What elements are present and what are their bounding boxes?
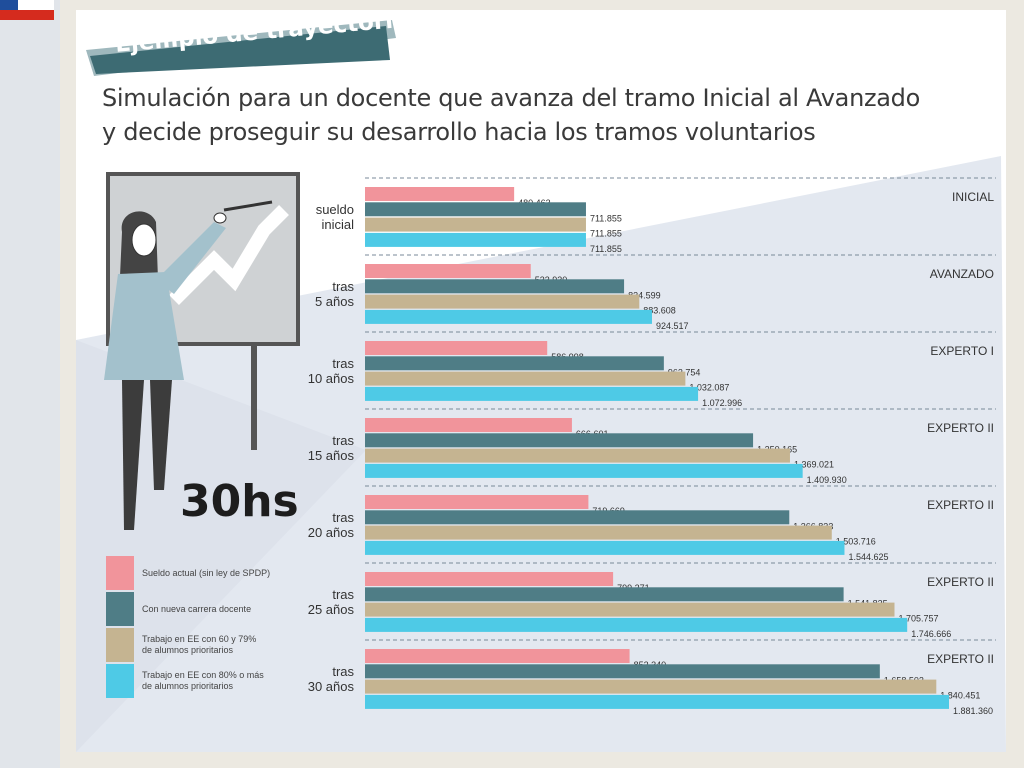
bar (365, 309, 652, 324)
bar (365, 694, 949, 709)
legend-label-3a: Trabajo en EE con 60 y 79% (142, 634, 257, 644)
group-label-line1: tras (332, 433, 354, 448)
legend-label-2: Con nueva carrera docente (142, 604, 252, 614)
bar (365, 341, 548, 355)
group-label-line1: tras (332, 664, 354, 679)
group-label-line2: inicial (321, 217, 354, 232)
group-label-line1: tras (332, 587, 354, 602)
group-label-line2: 20 años (308, 525, 355, 540)
bar (365, 540, 845, 555)
bar-value-label: 1.032.087 (689, 383, 729, 393)
bar (365, 371, 686, 386)
salary-bar-chart: sueldoinicialINICIAL480.463711.855711.85… (308, 177, 996, 716)
tramo-label: AVANZADO (930, 267, 994, 281)
bar-value-label: 711.855 (590, 229, 622, 239)
teacher-illustration (104, 172, 300, 530)
group-label-line2: 10 años (308, 371, 355, 386)
bar-value-label: 1.503.716 (836, 537, 876, 547)
legend-label-4b: de alumnos prioritarios (142, 681, 234, 691)
bar (365, 495, 589, 509)
bar (365, 679, 937, 694)
bar-value-label: 924.517 (656, 321, 689, 331)
bar (365, 664, 880, 679)
bar (365, 510, 790, 525)
bar (365, 217, 586, 232)
bar (365, 202, 586, 217)
left-sidebar-strip (0, 0, 60, 768)
legend-swatch-cyan (106, 664, 134, 698)
bar (365, 264, 531, 278)
bar (365, 433, 754, 448)
legend-label-3b: de alumnos prioritarios (142, 645, 234, 655)
legend-label-4a: Trabajo en EE con 80% o más (142, 670, 264, 680)
bar-value-label: 883.608 (643, 306, 676, 316)
bar-value-label: 1.705.757 (898, 614, 938, 624)
title-banner (86, 20, 396, 76)
group-label-line1: sueldo (316, 202, 354, 217)
bar-value-label: 834.599 (628, 290, 661, 300)
group-label-line2: 30 años (308, 679, 355, 694)
bar-value-label: 711.855 (590, 244, 622, 254)
bar-value-label: 1.544.625 (848, 552, 888, 562)
group-label-line2: 25 años (308, 602, 355, 617)
tramo-label: EXPERTO II (927, 421, 994, 435)
bar (365, 572, 614, 586)
subtitle-line-2: y decide proseguir su desarrollo hacia l… (102, 118, 816, 146)
group-label-line1: tras (332, 510, 354, 525)
bar (365, 232, 586, 247)
group-label-line1: tras (332, 356, 354, 371)
chile-flag-icon (0, 0, 54, 20)
legend-label-1: Sueldo actual (sin ley de SPDP) (142, 568, 271, 578)
bar-value-label: 1.746.666 (911, 629, 951, 639)
group-label-line2: 15 años (308, 448, 355, 463)
bar (365, 587, 844, 602)
bar (365, 463, 803, 478)
bar (365, 525, 832, 540)
legend-swatch-pink (106, 556, 134, 590)
tramo-label: EXPERTO II (927, 652, 994, 666)
bar-value-label: 1.881.360 (953, 706, 993, 716)
tramo-label: EXPERTO II (927, 575, 994, 589)
bar (365, 418, 572, 432)
hours-label: 30hs (180, 476, 299, 527)
legend-swatch-tan (106, 628, 134, 662)
infographic-card: Ejemplo de trayectoria 1 Simulación para… (76, 10, 1006, 752)
group-label-line1: tras (332, 279, 354, 294)
bar-value-label: 1.840.451 (940, 691, 980, 701)
legend-swatch-teal (106, 592, 134, 626)
group-label-line2: 5 años (315, 294, 355, 309)
bar (365, 602, 895, 617)
bar-value-label: 1.072.996 (702, 398, 742, 408)
subtitle-line-1: Simulación para un docente que avanza de… (102, 84, 921, 112)
bar-value-label: 1.369.021 (794, 460, 834, 470)
tramo-label: EXPERTO I (930, 344, 994, 358)
bar (365, 386, 699, 401)
tramo-label: INICIAL (952, 190, 994, 204)
bar (365, 356, 664, 371)
bar (365, 294, 640, 309)
bar-value-label: 711.855 (590, 213, 622, 223)
tramo-label: EXPERTO II (927, 498, 994, 512)
bar (365, 448, 790, 463)
bar (365, 649, 630, 663)
bar (365, 279, 625, 294)
bar (365, 617, 908, 632)
bar (365, 187, 515, 201)
bar-value-label: 1.409.930 (807, 475, 847, 485)
